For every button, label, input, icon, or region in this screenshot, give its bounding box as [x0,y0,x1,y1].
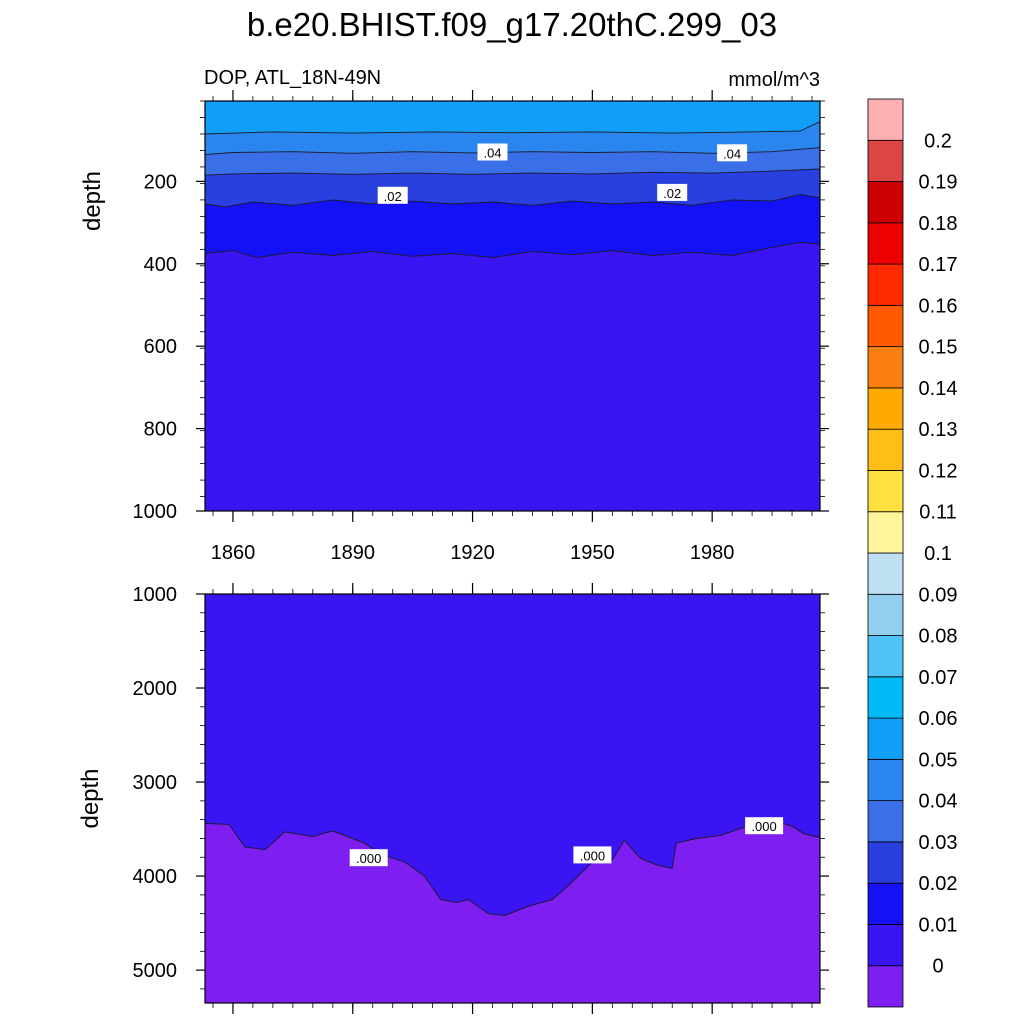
y-tick-label: 800 [144,419,177,441]
chart-title: b.e20.BHIST.f09_g17.20thC.299_03 [247,6,777,43]
colorbar-box [867,800,904,843]
x-tick-label: 1950 [570,542,615,564]
contour-fill-0 [205,594,820,916]
colorbar-label: 0.04 [919,791,958,813]
x-tick-label: 1980 [690,542,735,564]
y-tick-label: 1000 [133,584,178,606]
colorbar-label: 0.16 [919,295,958,317]
colorbar-label: 0.12 [919,460,958,482]
colorbar-label: 0.1 [924,543,952,565]
contour-label-text: .02 [663,186,681,201]
colorbar-label: 0.06 [919,708,958,730]
contour-label-text: .000 [356,851,381,866]
y-tick-label: 5000 [133,960,178,982]
colorbar-box [867,263,904,306]
y-axis-label: depth [79,171,106,231]
contour-line [205,168,820,176]
y-tick-label: 400 [144,254,177,276]
colorbar-box [867,387,904,430]
colorbar-box [867,593,904,636]
colorbar-label: 0.08 [919,626,958,648]
colorbar-box [867,470,904,513]
contour-label: .02 [377,186,408,204]
colorbar-box [867,924,904,967]
colorbar-label: 0.03 [919,832,958,854]
colorbar-label: 0.18 [919,213,958,235]
contour-label-text: .04 [723,146,741,161]
colorbar-box [867,511,904,554]
y-tick-label: 200 [144,171,177,193]
colorbar-box [867,717,904,760]
y-tick-label: 4000 [133,866,178,888]
colorbar-label: 0.01 [919,914,958,936]
colorbar-label: 0.07 [919,667,958,689]
contour-label: .04 [717,144,748,162]
colorbar-label: 0.11 [919,502,956,524]
y-tick-label: 2000 [133,678,178,700]
colorbar: 0 0.01 0.02 0.03 0.04 0.05 0.06 0.07 0.08 0.09 0.1… [867,98,958,1008]
contour-line [205,121,820,135]
left-string: DOP, ATL_18N-49N [204,67,381,89]
colorbar-box [867,552,904,595]
contour-label-text: .000 [751,819,776,834]
contour-label: .02 [657,183,688,201]
colorbar-label: 0.09 [919,584,958,606]
panel-lower: .000 .000 .000 1000 2000 3000 4000 5000 depth [77,583,829,1014]
contour-label-text: .000 [580,848,605,863]
colorbar-label: 0.19 [919,172,958,194]
y-tick-label: 3000 [133,772,178,794]
y-axis-label: depth [77,768,104,828]
colorbar-label: 0.15 [919,337,958,359]
x-tick-label: 1920 [450,542,495,564]
colorbar-box [867,222,904,265]
colorbar-box [867,428,904,471]
contour-label: .000 [349,849,388,867]
contour-label: .000 [745,817,784,835]
colorbar-label: 0.13 [919,419,958,441]
colorbar-label: 0.05 [919,749,958,771]
colorbar-box [867,635,904,678]
contour-fill-top [205,101,820,134]
y-tick-label: 600 [144,336,177,358]
colorbar-label: 0.2 [924,130,952,152]
contour-label-text: .04 [483,146,501,161]
colorbar-box [867,676,904,719]
contour-label: .04 [477,143,508,161]
colorbar-label: 0.02 [919,873,958,895]
contour-label-text: .02 [384,189,402,204]
units-label: mmol/m^3 [728,69,820,91]
plot-panels: .04 .04 .02 .02 200 400 600 800 1000 1860 1890 1920… [77,90,829,1014]
colorbar-label: 0 [932,956,943,978]
colorbar-box [867,139,904,182]
colorbar-label: 0.14 [919,378,958,400]
contour-line [205,818,820,917]
y-tick-label: 1000 [133,501,178,523]
colorbar-box [867,181,904,224]
contour-line [205,194,820,208]
colorbar-box [867,758,904,802]
colorbar-label: 0.17 [919,254,958,276]
panel-upper: .04 .04 .02 .02 200 400 600 800 1000 1860 1890 1920… [79,90,829,564]
colorbar-box [867,98,904,141]
colorbar-box [867,965,904,1008]
colorbar-box [867,882,904,925]
colorbar-box [867,346,904,389]
contour-label: .000 [573,846,612,864]
x-tick-label: 1860 [211,542,256,564]
x-tick-label: 1890 [331,542,376,564]
colorbar-box [867,304,904,348]
contour-line [205,241,820,259]
colorbar-box [867,841,904,884]
